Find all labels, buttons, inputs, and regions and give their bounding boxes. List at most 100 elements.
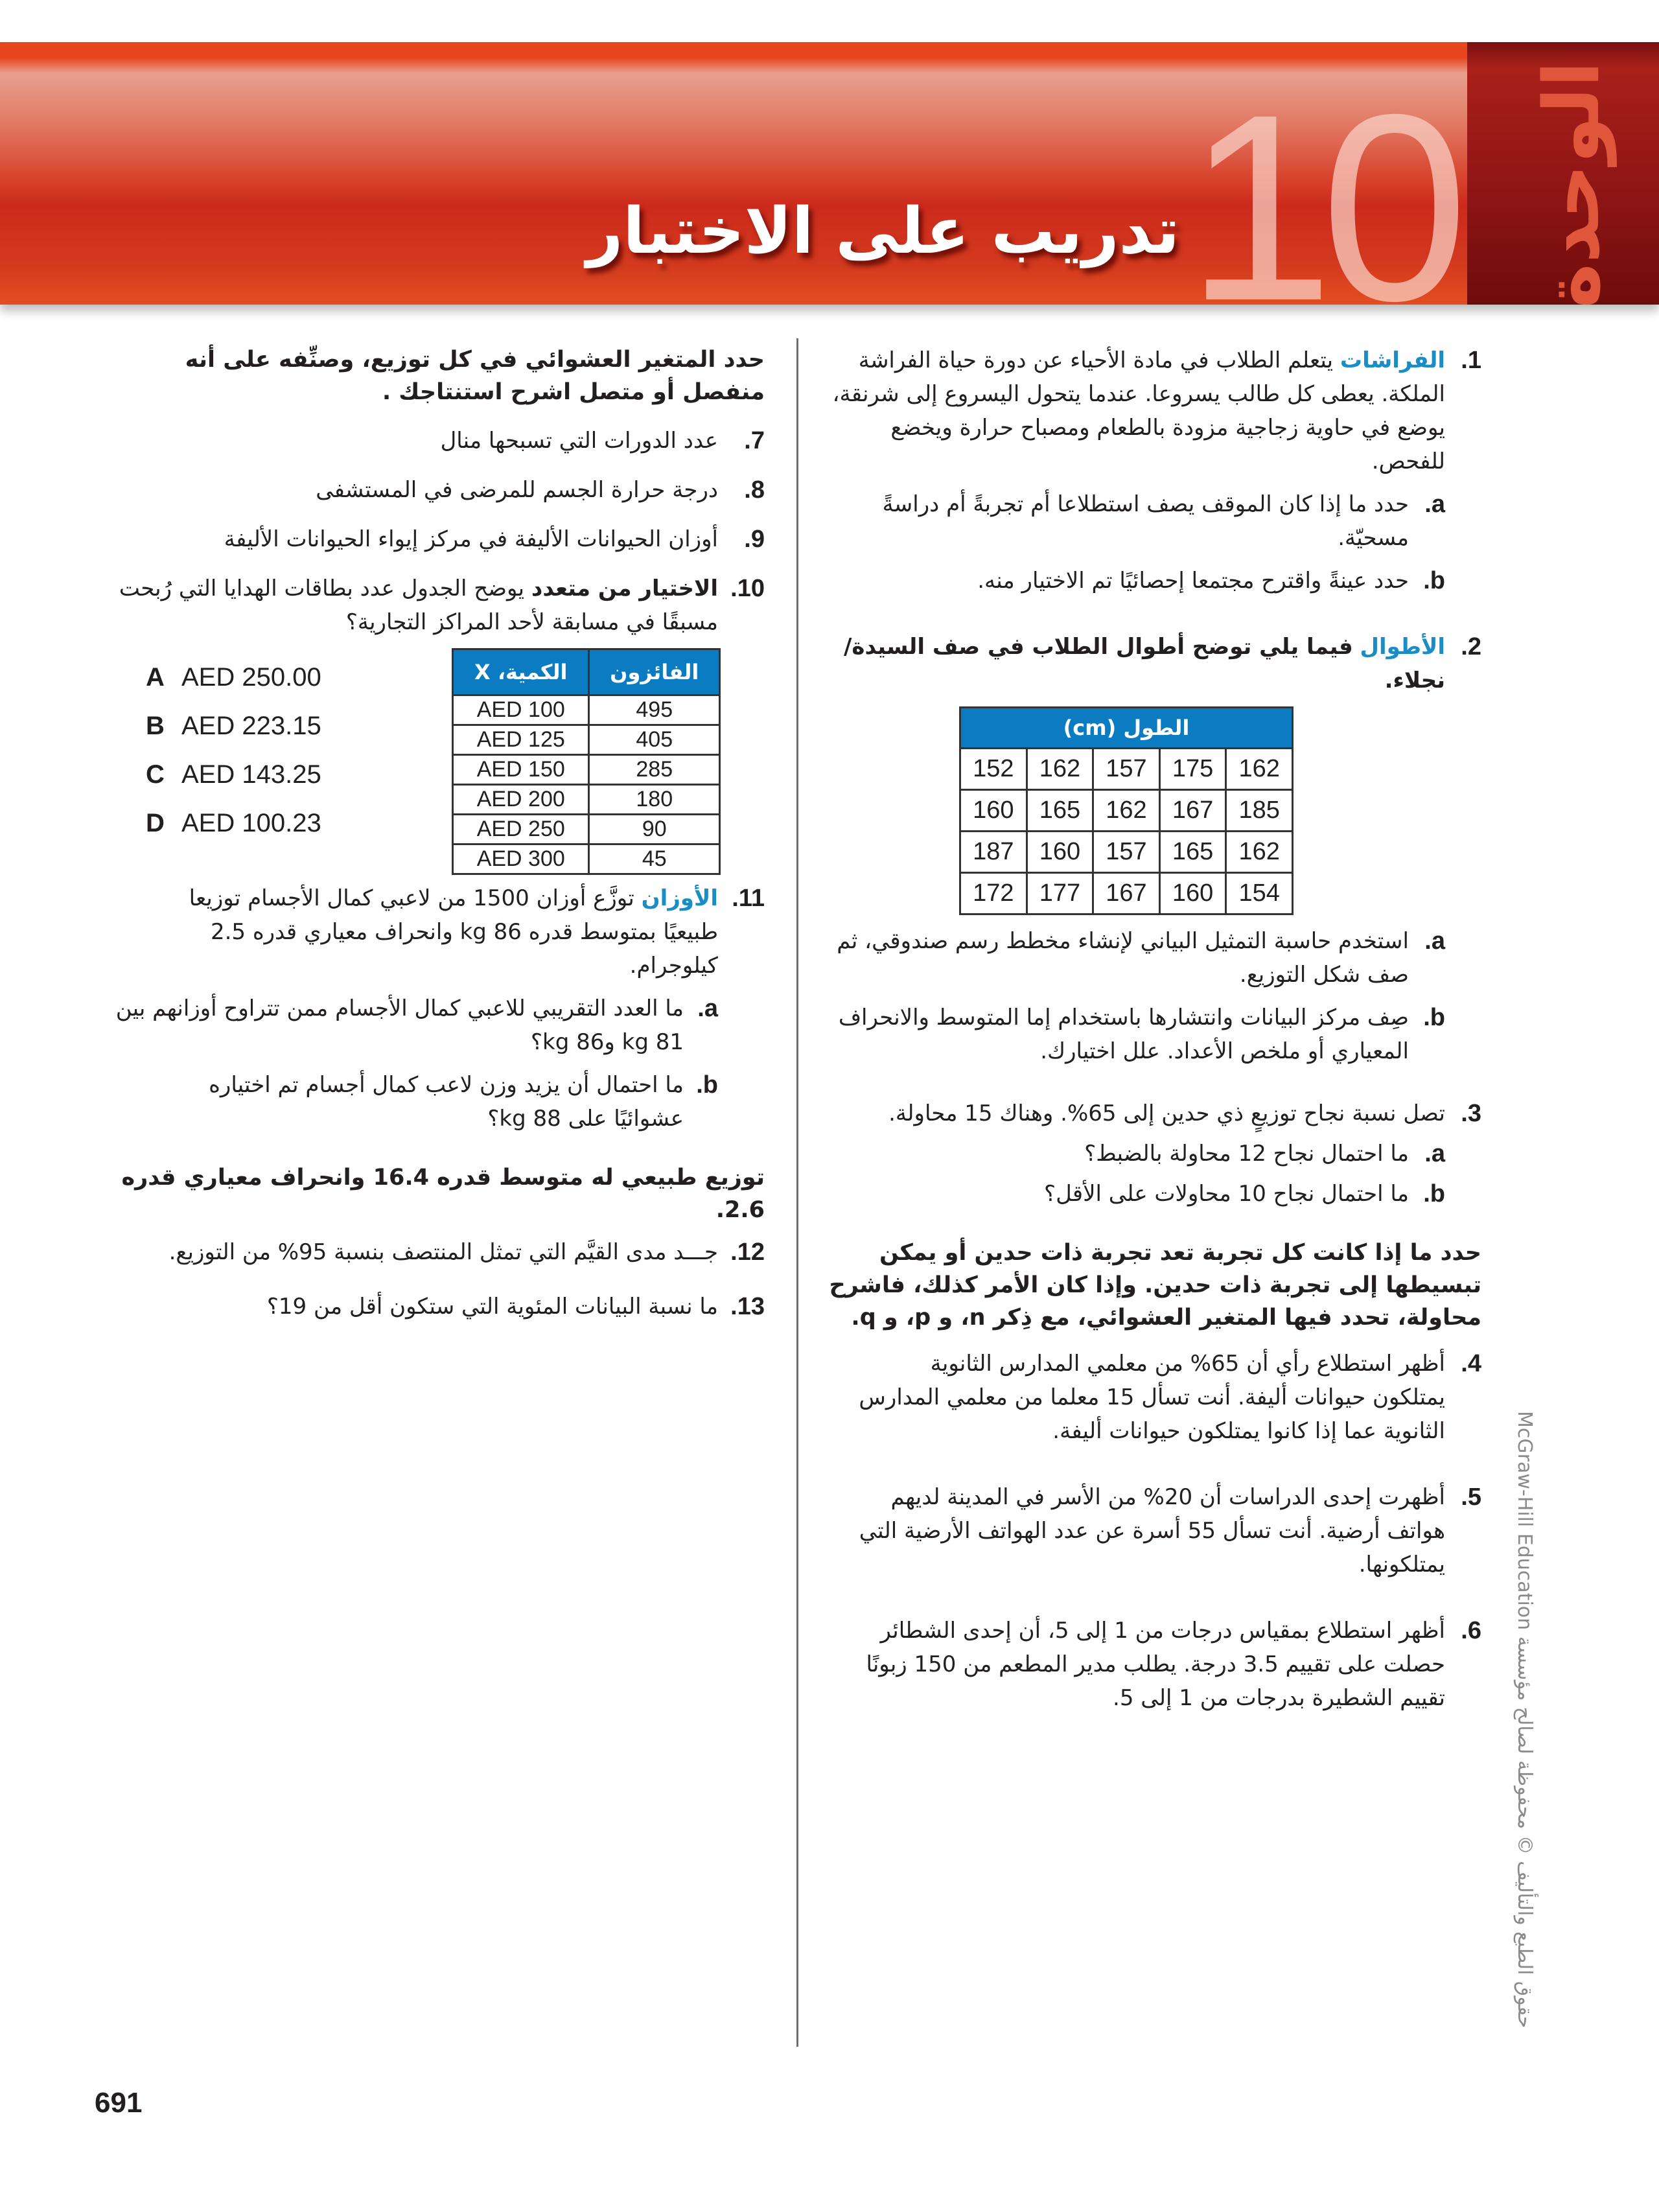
option-letter: B bbox=[146, 712, 165, 740]
question-text: فيما يلي توضح أطوال الطلاب في صف السيدة/… bbox=[843, 634, 1445, 693]
copyright-text: حقوق الطبع والتأليف © محفوظة لصالح مؤسسة… bbox=[1513, 1411, 1536, 2029]
subquestion-label: b. bbox=[696, 1071, 718, 1099]
question-text: جـــد مدى القيَّم التي تمثل المنتصف بنسب… bbox=[168, 1239, 718, 1265]
table-row: AED 125 405 bbox=[451, 724, 721, 756]
table-cell: AED 200 bbox=[451, 784, 590, 815]
question-number: 13. bbox=[730, 1293, 765, 1320]
table-cell: 160 bbox=[959, 789, 1028, 832]
question-text: تصل نسبة نجاح توزيعٍ ذي حدين إلى 65%. وه… bbox=[888, 1100, 1445, 1126]
option-value: AED 223.15 bbox=[181, 712, 321, 740]
subquestion-text: حدد ما إذا كان الموقف يصف استطلاعا أم تج… bbox=[882, 491, 1409, 551]
table-cell: 495 bbox=[588, 694, 721, 726]
table-cell: 90 bbox=[588, 813, 721, 845]
table-cell: 152 bbox=[959, 747, 1028, 791]
question-2a: a. استخدم حاسبة التمثيل البياني لإنشاء م… bbox=[818, 924, 1481, 992]
left-column: حدد المتغير العشوائي في كل توزيع، وصنِّف… bbox=[104, 343, 765, 1323]
option-value: AED 250.00 bbox=[181, 663, 321, 692]
question-2: 2. الأطوال فيما يلي توضح أطوال الطلاب في… bbox=[818, 630, 1481, 697]
option-c[interactable]: C AED 143.25 bbox=[146, 758, 321, 791]
page-number: 691 bbox=[95, 2087, 143, 2119]
question-6: 6. أظهر استطلاع بمقياس درجات من 1 إلى 5،… bbox=[818, 1614, 1481, 1715]
gift-cards-table: الكمية، X الفائزون AED 100 495 AED 125 405 A… bbox=[451, 648, 721, 875]
subquestion-text: ما العدد التقريبي للاعبي كمال الأجسام مم… bbox=[115, 995, 684, 1055]
table-cell: 172 bbox=[959, 872, 1028, 915]
question-lead: الفراشات bbox=[1340, 347, 1445, 373]
option-letter: D bbox=[146, 809, 165, 837]
subquestion-text: حدد عينةً واقترح مجتمعا إحصائيًا تم الاخ… bbox=[977, 568, 1409, 594]
option-letter: C bbox=[146, 760, 165, 789]
subquestion-text: ما احتمال أن يزيد وزن لاعب كمال أجسام تم… bbox=[209, 1072, 684, 1132]
question-number: 10. bbox=[730, 575, 765, 602]
table-cell: 162 bbox=[1225, 830, 1294, 874]
table-cell: 167 bbox=[1092, 872, 1161, 915]
unit-strip: الوحدة bbox=[1467, 42, 1659, 309]
question-number: 8. bbox=[744, 476, 765, 504]
table-cell: 157 bbox=[1092, 747, 1161, 791]
option-a[interactable]: A AED 250.00 bbox=[146, 661, 321, 693]
table-cell: 285 bbox=[588, 754, 721, 786]
table-cell: 162 bbox=[1092, 789, 1161, 832]
question-10-answers: A AED 250.00 B AED 223.15 C AED 143.25 D AED… bbox=[104, 648, 765, 875]
table-cell: 187 bbox=[959, 830, 1028, 874]
option-d[interactable]: D AED 100.23 bbox=[146, 807, 321, 839]
subquestion-label: b. bbox=[1423, 1004, 1445, 1031]
question-text: يتعلم الطلاب في مادة الأحياء عن دورة حيا… bbox=[832, 347, 1445, 474]
table-row: AED 200 180 bbox=[451, 784, 721, 815]
subquestion-label: a. bbox=[1424, 1140, 1445, 1167]
heights-table: الطول (cm) 152 162 157 175 162 160 165 162 167 18… bbox=[959, 706, 1294, 915]
table-cell: 167 bbox=[1158, 789, 1227, 832]
option-b[interactable]: B AED 223.15 bbox=[146, 710, 321, 742]
question-lead: الأوزان bbox=[641, 885, 718, 911]
question-text: عدد الدورات التي تسبحها منال bbox=[440, 428, 718, 454]
question-3b: b. ما احتمال نجاح 10 محاولات على الأقل؟ bbox=[818, 1177, 1481, 1211]
table-cell: 157 bbox=[1092, 830, 1161, 874]
question-text: يوضح الجدول عدد بطاقات الهدايا التي رُبح… bbox=[119, 576, 718, 635]
question-number: 6. bbox=[1461, 1617, 1481, 1644]
table-cell: 177 bbox=[1025, 872, 1095, 915]
question-text: توزَّع أوزان 1500 من لاعبي كمال الأجسام … bbox=[189, 885, 718, 979]
question-9: 9. أوزان الحيوانات الأليفة في مركز إيواء… bbox=[104, 522, 765, 556]
subquestion-label: b. bbox=[1423, 1180, 1445, 1207]
table-cell: AED 150 bbox=[451, 754, 590, 786]
question-number: 1. bbox=[1461, 347, 1481, 374]
column-divider bbox=[796, 338, 798, 2047]
question-number: 4. bbox=[1461, 1350, 1481, 1377]
table-row: AED 300 45 bbox=[451, 843, 721, 875]
table-cell: 165 bbox=[1158, 830, 1227, 874]
subquestion-text: ما احتمال نجاح 10 محاولات على الأقل؟ bbox=[1044, 1181, 1409, 1207]
question-11: 11. الأوزان توزَّع أوزان 1500 من لاعبي ك… bbox=[104, 881, 765, 983]
question-1: 1. الفراشات يتعلم الطلاب في مادة الأحياء… bbox=[818, 343, 1481, 478]
table-cell: 45 bbox=[588, 843, 721, 875]
table-cell: 165 bbox=[1025, 789, 1095, 832]
question-11b: b. ما احتمال أن يزيد وزن لاعب كمال أجسام… bbox=[104, 1068, 765, 1135]
question-text: أوزان الحيوانات الأليفة في مركز إيواء ال… bbox=[224, 526, 718, 552]
question-1b: b. حدد عينةً واقترح مجتمعا إحصائيًا تم ا… bbox=[818, 564, 1481, 598]
question-number: 9. bbox=[744, 526, 765, 553]
table-cell: 160 bbox=[1158, 872, 1227, 915]
table-cell: 185 bbox=[1225, 789, 1294, 832]
question-1a: a. حدد ما إذا كان الموقف يصف استطلاعا أم… bbox=[818, 487, 1481, 555]
column-header-winners: الفائزون bbox=[588, 648, 721, 696]
question-number: 2. bbox=[1461, 633, 1481, 660]
table-cell: 162 bbox=[1225, 747, 1294, 791]
question-text: أظهرت إحدى الدراسات أن 20% من الأسر في ا… bbox=[859, 1484, 1445, 1578]
table-cell: AED 125 bbox=[451, 724, 590, 756]
question-3: 3. تصل نسبة نجاح توزيعٍ ذي حدين إلى 65%.… bbox=[818, 1097, 1481, 1130]
table-cell: AED 300 bbox=[451, 843, 590, 875]
question-lead: الأطوال bbox=[1360, 634, 1445, 660]
right-column: 1. الفراشات يتعلم الطلاب في مادة الأحياء… bbox=[818, 343, 1481, 1715]
subquestion-text: صِف مركز البيانات وانتشارها باستخدام إما… bbox=[838, 1005, 1409, 1064]
question-3a: a. ما احتمال نجاح 12 محاولة بالضبط؟ bbox=[818, 1137, 1481, 1170]
table-cell: AED 250 bbox=[451, 813, 590, 845]
question-text: درجة حرارة الجسم للمرضى في المستشفى bbox=[316, 477, 718, 503]
subquestion-text: ما احتمال نجاح 12 محاولة بالضبط؟ bbox=[1084, 1141, 1409, 1167]
question-7: 7. عدد الدورات التي تسبحها منال bbox=[104, 424, 765, 458]
table-cell: 180 bbox=[588, 784, 721, 815]
table-row: AED 100 495 bbox=[451, 694, 721, 726]
unit-label: الوحدة bbox=[1527, 61, 1617, 309]
table-cell: 175 bbox=[1158, 747, 1227, 791]
question-12: 12. جـــد مدى القيَّم التي تمثل المنتصف … bbox=[104, 1235, 765, 1269]
section-heading: توزيع طبيعي له متوسط قدره 16.4 وانحراف م… bbox=[121, 1165, 765, 1223]
subquestion-label: a. bbox=[1424, 927, 1445, 955]
subquestion-label: a. bbox=[1424, 491, 1445, 518]
